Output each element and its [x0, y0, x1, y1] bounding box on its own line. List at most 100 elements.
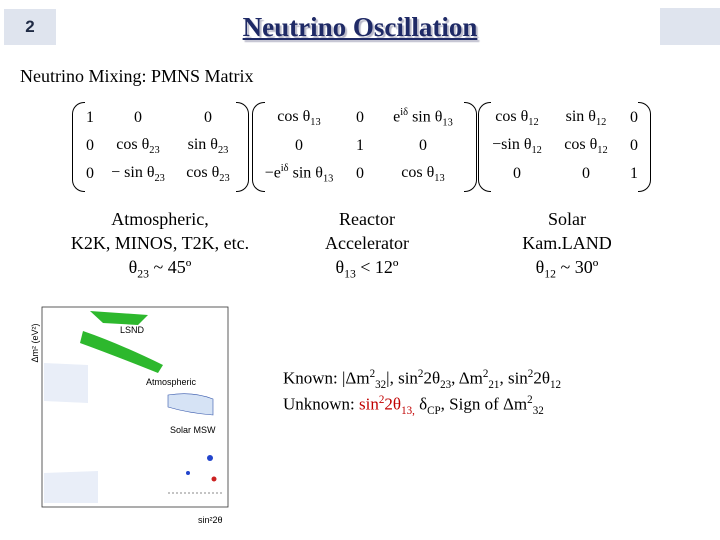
note-line: Accelerator: [287, 231, 447, 255]
plot-label: Atmospheric: [146, 377, 197, 387]
plot-label: LSND: [120, 325, 145, 335]
text-run: 0: [356, 165, 364, 182]
oscillation-plot: Δm² (eV²) sin²2θ LSND Atmospheric Solar MSW: [30, 306, 229, 525]
text-run: sin θ: [408, 108, 443, 126]
text-run: 13,: [401, 405, 415, 418]
text-run: 32: [375, 379, 387, 392]
region: [44, 471, 98, 503]
matrix-cell: 0: [552, 165, 620, 183]
text-run: − sin θ: [111, 163, 155, 181]
matrix-cell: 0: [340, 165, 380, 183]
matrix-cell: eiδ sin θ13: [380, 107, 466, 129]
matrix-cell: 0: [78, 165, 102, 183]
text-run: cos θ: [401, 163, 435, 181]
note: Atmospheric, K2K, MINOS, T2K, etc. θ23 ~ 4…: [40, 207, 280, 287]
text-run: iδ: [400, 107, 409, 119]
text-run: Kam.LAND: [522, 233, 612, 253]
text-run: 2: [482, 368, 489, 380]
text-run: θ: [535, 257, 545, 277]
text-run: 2θ: [384, 394, 402, 414]
note: Reactor Accelerator θ13 < 12º: [287, 207, 447, 287]
matrix-cell: 0: [620, 137, 648, 155]
text-run: Unknown:: [283, 394, 360, 414]
text-run: 23: [217, 145, 229, 157]
text-run: −e: [264, 164, 281, 182]
matrix-cell: −eiδ sin θ13: [258, 163, 340, 185]
text-run: 0: [582, 165, 590, 182]
matrix-cell: cos θ23: [102, 136, 174, 156]
text-run: 13: [434, 173, 445, 185]
text-run: cos θ: [495, 107, 529, 125]
text-run: θ: [128, 257, 138, 277]
text-run: K2K, MINOS, T2K, etc.: [70, 233, 250, 253]
text-run: 12: [544, 267, 556, 281]
region: [80, 331, 163, 373]
note-line: Reactor: [287, 207, 447, 231]
region: [167, 393, 214, 416]
unknown-line: Unknown: sin22θ13, δCP, Sign of Δm232: [283, 394, 544, 417]
plot-label: Solar MSW: [170, 425, 216, 435]
known-line: Known: |Δm232|, sin22θ23, Δm221, sin22θ1…: [283, 368, 561, 391]
matrix-cell: cos θ13: [258, 108, 340, 128]
text-run: , sin: [499, 368, 528, 388]
text-run: 2: [369, 368, 376, 380]
text-run: cos θ: [186, 163, 220, 181]
text-run: 2θ: [423, 368, 441, 388]
text-run: 1: [630, 165, 638, 182]
matrix-cell: 0: [78, 137, 102, 155]
text-run: e: [393, 108, 401, 126]
slide-number: 2: [25, 17, 35, 36]
text-run: Known: |Δm: [283, 368, 370, 388]
region: [44, 363, 88, 403]
matrix-cell: sin θ23: [174, 136, 242, 156]
matrix-cell: 0: [380, 137, 466, 155]
text-run: 32: [532, 405, 544, 418]
plot-label: Δm² (eV²): [30, 323, 40, 362]
text-run: 0: [204, 109, 212, 126]
text-run: 13: [344, 267, 356, 281]
matrix-cell: 0: [174, 109, 242, 127]
matrix-cell: 0: [340, 109, 380, 127]
text-run: Atmospheric,: [111, 209, 209, 229]
text-run: 0: [86, 137, 94, 154]
note-line: θ13 < 12º: [287, 255, 447, 287]
text-run: sin θ: [565, 107, 596, 125]
matrix-cell: cos θ12: [482, 108, 552, 128]
matrix: cos θ12 sin θ12 0 −sin θ12 cos θ12 0 0 0 1: [482, 104, 648, 190]
note-line: θ12 ~ 30º: [487, 255, 647, 287]
text-run: Solar: [548, 209, 586, 229]
title: Neutrino Oscillation: [242, 12, 478, 42]
matrix-cell: 0: [620, 109, 648, 127]
text-run: iδ: [280, 163, 289, 175]
text-run: δ: [414, 394, 428, 414]
text-run: 13: [442, 117, 453, 129]
text-run: 23: [137, 267, 149, 281]
matrix-cell: sin θ12: [552, 108, 620, 128]
text-run: 12: [531, 145, 542, 157]
text-run: Accelerator: [325, 233, 409, 253]
note-line: Solar: [487, 207, 647, 231]
matrix: cos θ13 0 eiδ sin θ13 0 1 0 −eiδ sin θ13 0 cos θ…: [258, 104, 466, 190]
matrix-cell: cos θ12: [552, 136, 620, 156]
matrix: 1 0 0 0 cos θ23 sin θ23 0− sin θ23 cos θ23: [78, 104, 242, 190]
text-run: 12: [528, 117, 539, 129]
text-run: 21: [488, 379, 500, 392]
matrix-cell: − sin θ23: [102, 164, 174, 184]
text-run: 0: [134, 109, 142, 126]
text-run: ~ 30º: [555, 257, 599, 277]
text-run: 0: [86, 165, 94, 182]
matrix-cell: 1: [340, 137, 380, 155]
text-run: −sin θ: [492, 135, 532, 153]
text-run: |, sin: [386, 368, 418, 388]
note-line: K2K, MINOS, T2K, etc.: [40, 231, 280, 255]
text-run: 0: [419, 137, 427, 154]
matrix-cell: 0: [102, 109, 174, 127]
number-box: [4, 9, 56, 45]
text-run: sin: [359, 394, 379, 414]
text-run: cos θ: [116, 135, 150, 153]
text-run: 0: [356, 109, 364, 126]
text-run: 23: [149, 145, 160, 157]
text-run: 1: [356, 137, 364, 154]
text-run: θ: [335, 257, 345, 277]
